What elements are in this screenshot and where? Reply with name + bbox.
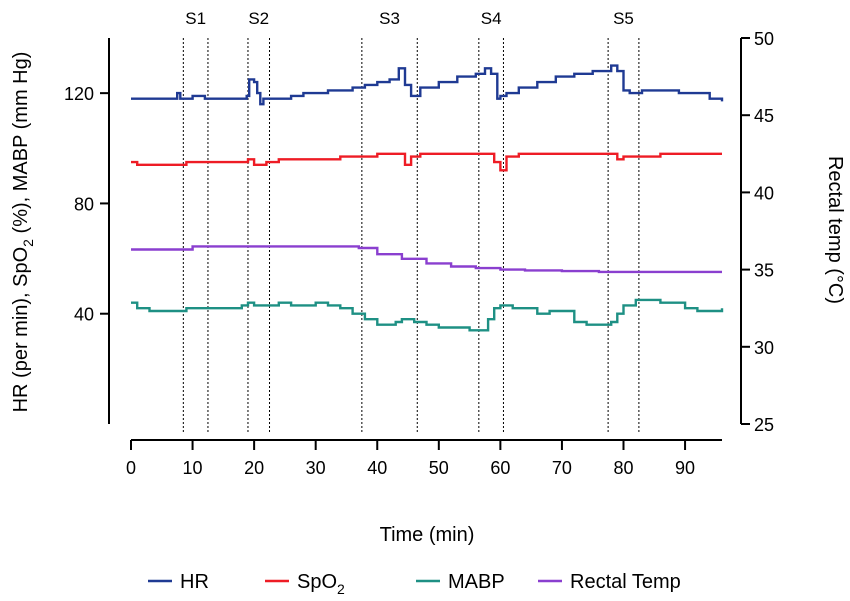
y-left-tick-label: 120 — [64, 84, 94, 104]
x-axis-title: Time (min) — [380, 524, 475, 546]
x-tick-label: 0 — [126, 458, 136, 478]
series-line-spo — [131, 152, 722, 172]
series-line-mabp — [131, 298, 724, 332]
legend-label-spo: SpO2 — [297, 571, 345, 597]
y-right-tick-label: 30 — [754, 338, 774, 358]
right-axis-title: Rectal temp (°C) — [824, 156, 846, 304]
x-tick-label: 90 — [675, 458, 695, 478]
y-right-tick-label: 35 — [754, 261, 774, 281]
plot-area — [131, 64, 724, 332]
legend: HR SpO2 MABP Rectal Temp — [148, 571, 681, 597]
x-tick-label: 70 — [552, 458, 572, 478]
series-line-hr — [131, 64, 724, 106]
stage-label-s2: S2 — [248, 9, 269, 28]
x-tick-label: 40 — [367, 458, 387, 478]
stage-label-s3: S3 — [379, 9, 400, 28]
x-tick-label: 50 — [429, 458, 449, 478]
x-tick-label: 80 — [613, 458, 633, 478]
stage-label-s5: S5 — [613, 9, 634, 28]
stage-label-s1: S1 — [185, 9, 206, 28]
legend-label-mabp: MABP — [448, 571, 505, 593]
y-right-tick-label: 50 — [754, 29, 774, 49]
ticks: 0 10 20 30 40 50 60 70 80 90 40 80 120 25 30 35 40 45 50 — [64, 29, 774, 478]
y-left-tick-label: 40 — [74, 305, 94, 325]
x-tick-label: 30 — [306, 458, 326, 478]
legend-label-hr: HR — [180, 571, 209, 593]
stage-markers: S1 S2 S3 S4 S5 — [182, 9, 640, 434]
left-axis-title: HR (per min), SpO2 (%), MABP (mm Hg) — [10, 52, 36, 413]
y-right-tick-label: 45 — [754, 106, 774, 126]
y-right-tick-label: 40 — [754, 183, 774, 203]
y-right-tick-label: 25 — [754, 415, 774, 435]
x-tick-label: 20 — [244, 458, 264, 478]
series-line-rectal-temp — [131, 245, 722, 274]
y-left-tick-label: 80 — [74, 194, 94, 214]
legend-label-rectal-temp: Rectal Temp — [570, 571, 681, 593]
stage-label-s4: S4 — [481, 9, 502, 28]
x-tick-label: 60 — [490, 458, 510, 478]
x-tick-label: 10 — [183, 458, 203, 478]
